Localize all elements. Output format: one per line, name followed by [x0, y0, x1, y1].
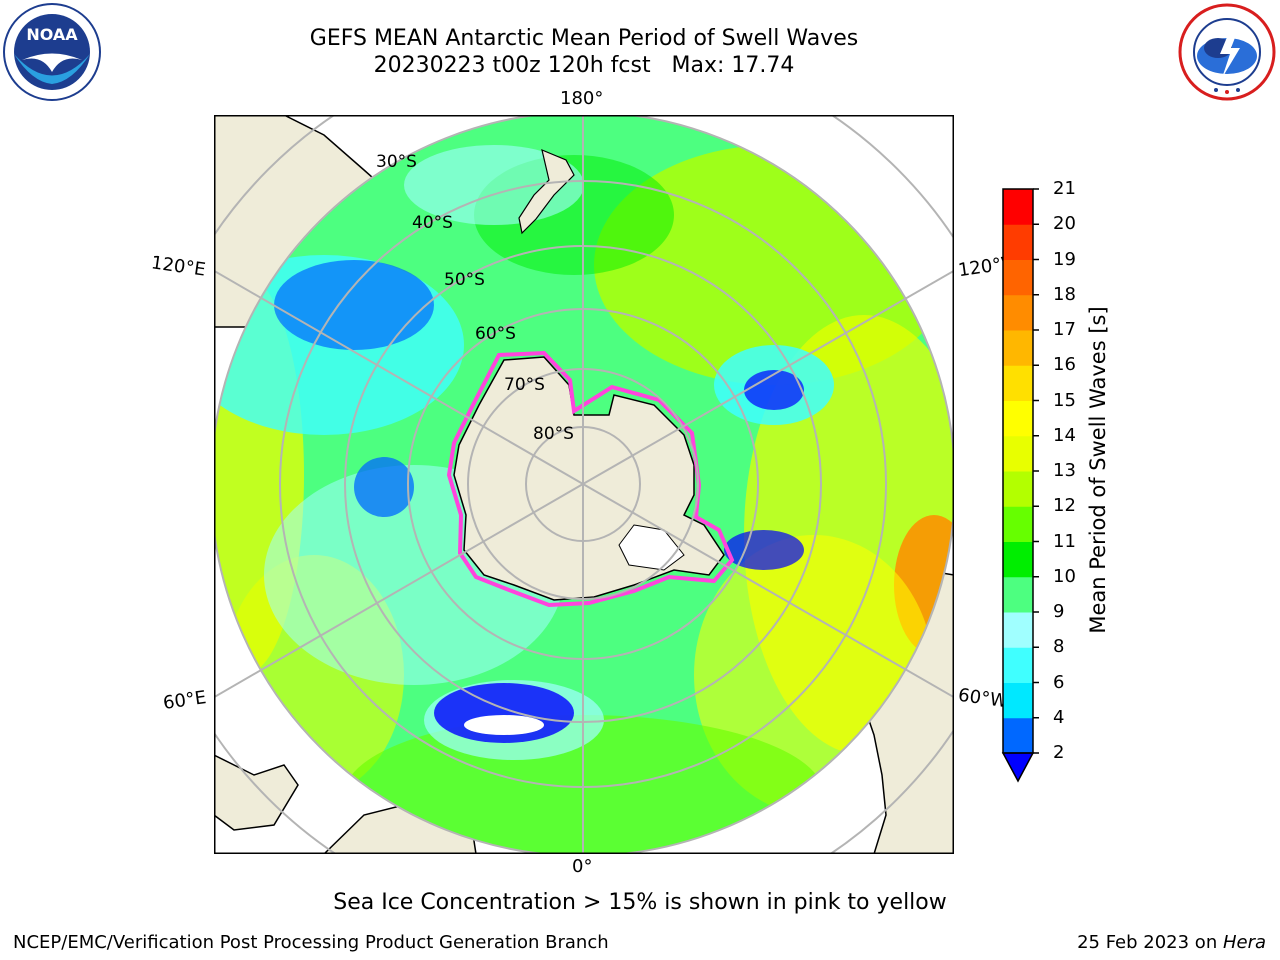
- colorbar-tick-label: 12: [1053, 495, 1076, 517]
- map-frame: [214, 115, 954, 854]
- chart-subtitle: 20230223 t00z 120h fcst Max: 17.74: [373, 53, 795, 78]
- lon-label-180: 180°: [560, 88, 604, 109]
- footer-date-text: 25 Feb 2023 on: [1077, 932, 1223, 953]
- lat-label-60s: 60°S: [475, 324, 516, 344]
- sea-ice-caption: Sea Ice Concentration > 15% is shown in …: [333, 890, 947, 915]
- colorbar-bin: [1003, 330, 1033, 366]
- colorbar-bin: [1003, 259, 1033, 296]
- land-new-zealand: [518, 148, 575, 235]
- colorbar-bin: [1003, 506, 1033, 542]
- footer-date: 25 Feb 2023 on Hera: [1077, 932, 1266, 953]
- colorbar-bins: [1003, 189, 1033, 754]
- colorbar-tick-marks: [1033, 188, 1039, 754]
- colorbar-tick-label: 17: [1053, 319, 1076, 340]
- colorbar-bin: [1003, 576, 1033, 613]
- colorbar-bin: [1003, 612, 1033, 648]
- colorbar-tick-label: 21: [1053, 178, 1076, 199]
- lat-label-40s: 40°S: [412, 213, 453, 233]
- footer-credit: NCEP/EMC/Verification Post Processing Pr…: [13, 932, 609, 953]
- colorbar-bin: [1003, 435, 1033, 472]
- colorbar-bin: [1003, 365, 1033, 401]
- colorbar-tick-label: 13: [1053, 460, 1076, 481]
- colorbar-tick-label: 20: [1053, 213, 1076, 235]
- footer-machine: Hera: [1222, 932, 1266, 953]
- colorbar-title: Mean Period of Swell Waves [s]: [1086, 306, 1110, 634]
- colorbar-tick-label: 6: [1053, 671, 1065, 693]
- colorbar-bin: [1003, 541, 1033, 578]
- colorbar-bin: [1003, 647, 1033, 683]
- nws-logo: [1178, 3, 1276, 101]
- colorbar-bin: [1003, 471, 1033, 507]
- lat-label-80s: 80°S: [533, 424, 574, 444]
- lon-label-120e: 120°E: [149, 252, 207, 281]
- colorbar-tick-label: 2: [1053, 742, 1065, 763]
- noaa-logo-text: NOAA: [26, 25, 78, 44]
- colorbar-tick-label: 8: [1053, 636, 1065, 658]
- sea-ice-edge: [446, 350, 735, 608]
- lat-label-50s: 50°S: [444, 270, 485, 290]
- land-madagascar: [214, 754, 299, 831]
- colorbar-bin: [1003, 682, 1033, 719]
- noaa-logo: NOAA: [3, 3, 101, 101]
- colorbar: [1001, 188, 1039, 783]
- lat-label-30s: 30°S: [376, 152, 417, 172]
- colorbar-tick-label: 9: [1053, 601, 1065, 622]
- colorbar-under-arrow: [1001, 752, 1035, 783]
- polar-map: [214, 115, 954, 854]
- colorbar-tick-label: 18: [1053, 283, 1076, 305]
- colorbar-tick-label: 15: [1053, 389, 1076, 411]
- lat-label-70s: 70°S: [504, 375, 545, 395]
- colorbar-tick-label: 19: [1053, 248, 1076, 270]
- colorbar-bin: [1003, 717, 1033, 754]
- colorbar-tick-label: 10: [1053, 565, 1076, 587]
- colorbar-tick-label: 4: [1053, 706, 1065, 728]
- lon-label-60e: 60°E: [161, 687, 208, 714]
- colorbar-bin: [1003, 294, 1033, 331]
- graticule: [214, 115, 954, 854]
- colorbar-bin: [1003, 189, 1033, 225]
- colorbar-bin: [1003, 400, 1033, 437]
- colorbar-bin: [1003, 224, 1033, 260]
- lon-label-0: 0°: [572, 856, 593, 877]
- colorbar-tick-label: 14: [1053, 424, 1076, 446]
- chart-title: GEFS MEAN Antarctic Mean Period of Swell…: [309, 26, 859, 51]
- colorbar-tick-label: 11: [1053, 530, 1076, 552]
- colorbar-tick-label: 16: [1053, 354, 1076, 376]
